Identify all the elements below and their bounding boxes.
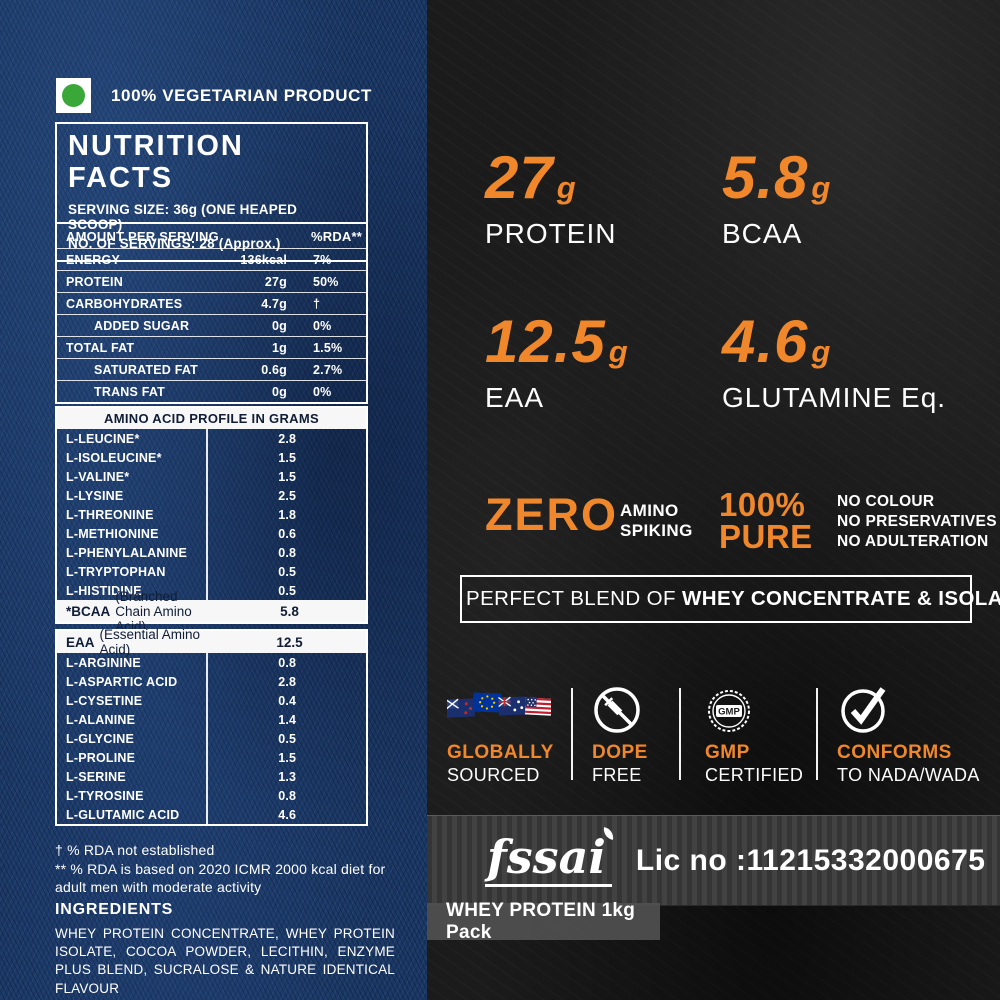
serving-size: SERVING SIZE: 36g (ONE HEAPED SCOOP) bbox=[68, 201, 298, 232]
ingredients-title: INGREDIENTS bbox=[55, 901, 174, 918]
footnote-dagger: † % RDA not established bbox=[55, 842, 215, 858]
ingredients-section: INGREDIENTS WHEY PROTEIN CONCENTRATE, WH… bbox=[55, 901, 395, 998]
eaa-row: L-ARGININE 0.8 bbox=[57, 653, 366, 672]
amino-row: L-HISTIDINE 0.5 bbox=[57, 581, 366, 600]
nutrition-facts-title: NUTRITION FACTS bbox=[68, 130, 244, 194]
amino-row: L-THREONINE 1.8 bbox=[57, 505, 366, 524]
stat-eaa: 12.5g EAA bbox=[485, 308, 628, 414]
badge-divider bbox=[816, 688, 818, 780]
footnote-rda: ** % RDA is based on 2020 ICMR 2000 kcal… bbox=[55, 860, 386, 896]
stat-bcaa: 5.8g BCAA bbox=[722, 144, 831, 250]
amino-spiking-label: AMINO SPIKING bbox=[620, 501, 693, 541]
fssai-license-bar: fssai Lic no :11215332000675 bbox=[427, 815, 1000, 906]
stat-glutamine: 4.6g GLUTAMINE Eq. bbox=[722, 308, 947, 414]
eaa-row: L-ALANINE 1.4 bbox=[57, 710, 366, 729]
fssai-logo: fssai bbox=[485, 827, 615, 887]
eaa-row: L-ASPARTIC ACID 2.8 bbox=[57, 672, 366, 691]
pack-size-label: WHEY PROTEIN 1kg Pack bbox=[427, 900, 660, 943]
zero-label: ZERO bbox=[485, 489, 619, 540]
stat-protein: 27g PROTEIN bbox=[485, 144, 617, 250]
table-row: CARBOHYDRATES 4.7g † bbox=[57, 292, 366, 314]
amino-row: L-LYSINE 2.5 bbox=[57, 486, 366, 505]
table-row: TOTAL FAT 1g 1.5% bbox=[57, 336, 366, 358]
table-row: ADDED SUGAR 0g 0% bbox=[57, 314, 366, 336]
eaa-table: EAA (Essential Amino Acid) 12.5 L-ARGINI… bbox=[55, 627, 368, 826]
amino-row: L-LEUCINE* 2.8 bbox=[57, 429, 366, 448]
nutrition-facts-box: NUTRITION FACTS SERVING SIZE: 36g (ONE H… bbox=[55, 122, 368, 262]
amino-acid-table: AMINO ACID PROFILE IN GRAMS L-LEUCINE* 2.… bbox=[55, 406, 368, 634]
eaa-row: L-GLYCINE 0.5 bbox=[57, 729, 366, 748]
flags-icon bbox=[447, 683, 554, 735]
badge-globally-sourced: GLOBALLY SOURCED bbox=[447, 683, 554, 784]
badge-conforms: CONFORMS TO NADA/WADA bbox=[837, 683, 980, 784]
fssai-license-number: Lic no :11215332000675 bbox=[635, 843, 986, 877]
no-additives-list: NO COLOUR NO PRESERVATIVES NO ADULTERATI… bbox=[837, 493, 997, 550]
eaa-row: L-PROLINE 1.5 bbox=[57, 748, 366, 767]
eaa-total-row: EAA (Essential Amino Acid) 12.5 bbox=[57, 627, 366, 657]
vegetarian-label: 100% VEGETARIAN PRODUCT bbox=[111, 85, 372, 105]
table-row: SATURATED FAT 0.6g 2.7% bbox=[57, 358, 366, 380]
vegetarian-badge: 100% VEGETARIAN PRODUCT bbox=[56, 78, 372, 113]
amino-row: L-METHIONINE 0.6 bbox=[57, 524, 366, 543]
table-row: ENERGY 136kcal 7% bbox=[57, 248, 366, 270]
svg-text:GMP: GMP bbox=[718, 707, 740, 718]
amino-row: L-ISOLEUCINE* 1.5 bbox=[57, 448, 366, 467]
amino-row: L-TRYPTOPHAN 0.5 bbox=[57, 562, 366, 581]
pure-label: 100% PURE bbox=[719, 486, 813, 555]
servings-count: NO. OF SERVINGS: 28 (Approx.) bbox=[68, 235, 281, 251]
nutrition-table: AMOUNT PER SERVING %RDA** ENERGY 136kcal… bbox=[55, 222, 368, 404]
amino-row: L-VALINE* 1.5 bbox=[57, 467, 366, 486]
amino-table-header: AMINO ACID PROFILE IN GRAMS bbox=[57, 408, 366, 429]
highlights-panel: 27g PROTEIN 5.8g BCAA 12.5g EAA 4.6g GLU… bbox=[427, 0, 1000, 1000]
table-row: PROTEIN 27g 50% bbox=[57, 270, 366, 292]
nutrition-table-header: AMOUNT PER SERVING %RDA** bbox=[66, 228, 363, 244]
nutrition-panel: 100% VEGETARIAN PRODUCT NUTRITION FACTS … bbox=[0, 0, 427, 1000]
footnotes: † % RDA not established ** % RDA is base… bbox=[55, 841, 400, 897]
eaa-row: L-GLUTAMIC ACID 4.6 bbox=[57, 805, 366, 824]
dope-free-icon bbox=[592, 683, 648, 735]
eaa-row: L-SERINE 1.3 bbox=[57, 767, 366, 786]
gmp-seal-icon: GMP bbox=[705, 683, 803, 735]
table-row: TRANS FAT 0g 0% bbox=[57, 380, 366, 402]
eaa-row: L-TYROSINE 0.8 bbox=[57, 786, 366, 805]
ingredients-text: WHEY PROTEIN CONCENTRATE, WHEY PROTEIN I… bbox=[55, 926, 395, 996]
badge-divider bbox=[679, 688, 681, 780]
veg-mark-icon bbox=[56, 78, 91, 113]
badge-divider bbox=[571, 688, 573, 780]
conforms-check-icon bbox=[837, 683, 980, 735]
amino-row: L-PHENYLALANINE 0.8 bbox=[57, 543, 366, 562]
blend-banner: PERFECT BLEND OF WHEY CONCENTRATE & ISOL… bbox=[460, 575, 1000, 623]
bcaa-total-row: *BCAA (Branched Chain Amino Acid) 5.8 bbox=[57, 589, 366, 634]
badge-dope-free: DOPE FREE bbox=[592, 683, 648, 784]
eaa-row: L-CYSETINE 0.4 bbox=[57, 691, 366, 710]
certification-badges: GLOBALLY SOURCED DOPE bbox=[427, 683, 1000, 788]
badge-gmp-certified: GMP GMP CERTIFIED bbox=[705, 683, 803, 784]
